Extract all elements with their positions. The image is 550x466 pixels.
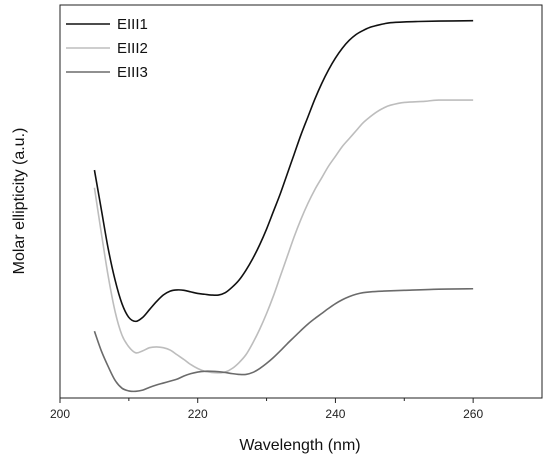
legend-label-eiii2: EIII2: [117, 40, 148, 57]
x-axis: 200 220 240 260: [50, 398, 483, 421]
x-tick-label: 200: [50, 407, 70, 421]
series-line-eiii3: [93, 287, 474, 393]
plot-frame: [59, 4, 543, 399]
x-tick-label: 260: [463, 407, 483, 421]
series-line-eiii2: [93, 99, 474, 374]
legend-label-eiii3: EIII3: [117, 64, 148, 81]
legend-label-eiii1: EIII1: [117, 16, 148, 33]
series-line-eiii1: [93, 19, 474, 323]
x-axis-label: Wavelength (nm): [239, 437, 360, 454]
legend: EIII1 EIII2 EIII3: [66, 16, 148, 81]
series-group: [93, 19, 474, 393]
x-tick-label: 220: [188, 407, 208, 421]
x-tick-label: 240: [325, 407, 345, 421]
y-axis-label: Molar ellipticity (a.u.): [11, 128, 28, 275]
